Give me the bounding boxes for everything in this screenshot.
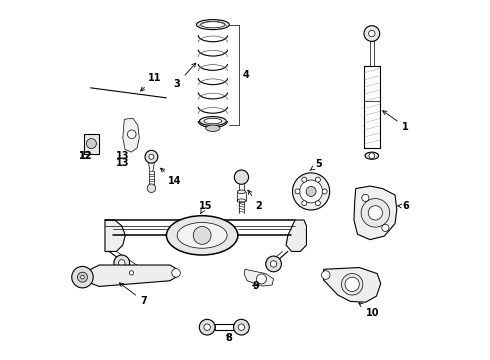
Circle shape: [238, 324, 245, 330]
Circle shape: [306, 186, 316, 197]
Circle shape: [321, 271, 330, 279]
Circle shape: [266, 256, 281, 272]
Circle shape: [81, 275, 84, 279]
Text: 10: 10: [359, 303, 379, 318]
Text: 11: 11: [141, 73, 161, 91]
Polygon shape: [323, 267, 381, 302]
Circle shape: [114, 255, 130, 271]
Circle shape: [149, 154, 154, 159]
Circle shape: [382, 224, 389, 231]
Text: 5: 5: [310, 159, 322, 170]
Circle shape: [300, 180, 322, 203]
Circle shape: [147, 184, 156, 193]
Circle shape: [86, 139, 97, 149]
Circle shape: [316, 177, 320, 182]
Text: 9: 9: [252, 281, 259, 291]
Circle shape: [234, 170, 248, 184]
Circle shape: [145, 150, 158, 163]
Circle shape: [199, 319, 215, 335]
Text: 4: 4: [243, 69, 249, 80]
Text: 12: 12: [79, 151, 93, 161]
Circle shape: [72, 266, 93, 288]
Text: 7: 7: [120, 283, 147, 306]
Circle shape: [361, 199, 390, 227]
Polygon shape: [87, 265, 177, 287]
Text: 14: 14: [161, 168, 182, 186]
Text: 12: 12: [79, 151, 93, 161]
Circle shape: [369, 153, 375, 158]
Ellipse shape: [199, 117, 226, 126]
Ellipse shape: [206, 125, 220, 131]
Text: 3: 3: [173, 63, 196, 89]
Polygon shape: [123, 118, 139, 152]
Circle shape: [316, 201, 320, 206]
Polygon shape: [286, 220, 306, 251]
Ellipse shape: [167, 216, 238, 255]
Circle shape: [270, 261, 277, 267]
Circle shape: [234, 319, 249, 335]
Ellipse shape: [193, 226, 211, 244]
Polygon shape: [354, 186, 397, 240]
Circle shape: [302, 201, 307, 206]
Circle shape: [302, 177, 307, 182]
Bar: [84, 134, 98, 154]
Text: 15: 15: [198, 201, 212, 213]
Text: 1: 1: [383, 111, 409, 132]
Text: 13: 13: [116, 158, 129, 168]
Circle shape: [172, 269, 180, 277]
Text: 13: 13: [116, 151, 129, 161]
Ellipse shape: [342, 274, 363, 295]
Text: 6: 6: [398, 201, 409, 211]
Text: 8: 8: [225, 333, 232, 343]
Text: 2: 2: [248, 190, 263, 211]
Polygon shape: [245, 269, 273, 286]
Circle shape: [204, 324, 210, 330]
Circle shape: [295, 189, 300, 194]
Circle shape: [119, 260, 125, 266]
Ellipse shape: [177, 222, 227, 248]
Circle shape: [293, 173, 330, 210]
Circle shape: [368, 30, 375, 37]
Ellipse shape: [365, 152, 379, 159]
Circle shape: [129, 271, 134, 275]
Circle shape: [77, 272, 88, 282]
Circle shape: [364, 26, 380, 41]
Circle shape: [127, 130, 136, 139]
Circle shape: [256, 274, 267, 284]
Circle shape: [345, 277, 359, 292]
Ellipse shape: [196, 19, 229, 30]
Ellipse shape: [201, 21, 225, 28]
Circle shape: [368, 206, 383, 220]
Ellipse shape: [237, 190, 245, 194]
Circle shape: [322, 189, 327, 194]
Polygon shape: [105, 220, 125, 251]
Circle shape: [362, 194, 369, 202]
Ellipse shape: [204, 118, 222, 124]
